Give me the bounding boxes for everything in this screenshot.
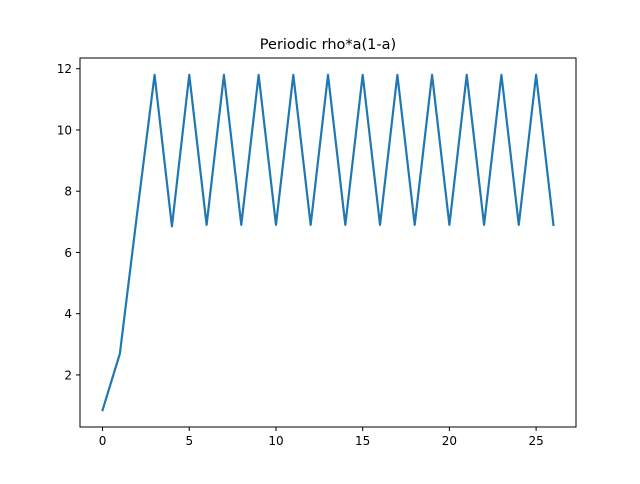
y-tick-label: 8 (64, 185, 72, 199)
plot-frame (79, 57, 577, 428)
y-tick-label: 2 (64, 368, 72, 382)
x-tick-label: 15 (355, 434, 370, 448)
y-tick-label: 12 (57, 62, 72, 76)
x-tick-label: 25 (528, 434, 543, 448)
x-tick-label: 10 (268, 434, 283, 448)
x-tick-label: 0 (99, 434, 107, 448)
chart-title: Periodic rho*a(1-a) (260, 37, 396, 53)
y-tick-label: 10 (57, 123, 72, 137)
series-line (101, 73, 555, 412)
x-tick-label: 5 (185, 434, 193, 448)
x-tick-label: 20 (442, 434, 457, 448)
y-tick-label: 6 (64, 246, 72, 260)
y-tick-label: 4 (64, 307, 72, 321)
